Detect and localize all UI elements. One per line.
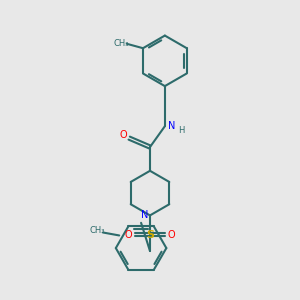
Text: O: O: [168, 230, 175, 240]
Text: CH₃: CH₃: [89, 226, 105, 236]
Text: H: H: [178, 126, 184, 135]
Text: N: N: [141, 210, 148, 220]
Text: O: O: [125, 230, 132, 240]
Text: S: S: [146, 230, 154, 240]
Text: N: N: [168, 121, 175, 131]
Text: CH₃: CH₃: [113, 39, 129, 48]
Text: O: O: [119, 130, 127, 140]
